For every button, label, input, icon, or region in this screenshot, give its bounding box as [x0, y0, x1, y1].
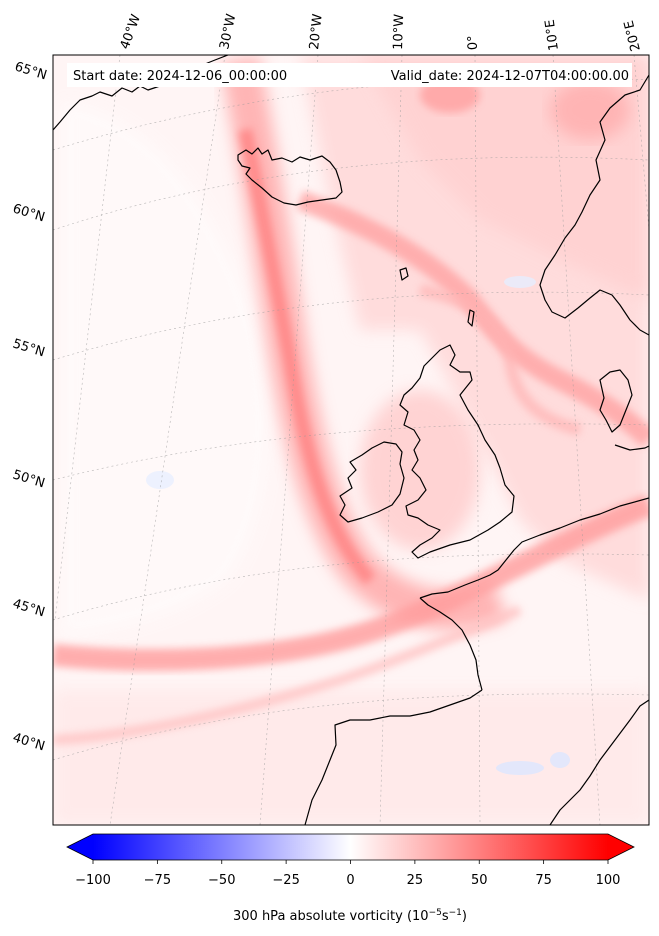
map-panel — [53, 55, 649, 825]
mediterranean-coast — [549, 699, 649, 825]
baltic-coast — [614, 444, 649, 451]
colorbar-extend-max — [608, 834, 634, 860]
colorbar-tick-label: −25 — [272, 873, 299, 888]
colorbar-tick-label: 100 — [596, 873, 621, 888]
latitude-labels: 65°N 60°N 55°N 50°N 45°N 40°N — [11, 59, 49, 754]
great-britain-coast — [399, 344, 515, 559]
colorbar-tick-label: −100 — [75, 873, 111, 888]
lon-label-10e: 10°E — [543, 18, 562, 51]
lon-label-40w: 40°W — [118, 12, 144, 51]
denmark-coast — [599, 369, 633, 433]
start-date-label: Start date: 2024-12-06_00:00:00 — [73, 69, 287, 84]
iberia-coast — [304, 689, 483, 825]
colorbar-extend-min — [67, 834, 93, 860]
lat-label-40n: 40°N — [11, 730, 47, 754]
norway-coast — [539, 74, 649, 336]
colorbar-tick-label: 0 — [346, 873, 354, 888]
graticule — [53, 55, 649, 825]
lon-label-10w: 10°W — [391, 14, 407, 51]
colorbar-tick-label: 50 — [471, 873, 488, 888]
lon-label-20e: 20°E — [622, 19, 644, 53]
france-iberia-coast — [419, 497, 649, 599]
colorbar-body — [93, 834, 608, 860]
lat-label-45n: 45°N — [11, 596, 47, 620]
lon-label-0: 0° — [465, 35, 481, 50]
lat-label-50n: 50°N — [11, 467, 47, 491]
ireland-coast — [339, 441, 405, 523]
shetland-coast — [467, 309, 475, 327]
colorbar: −100 −75 −50 −25 0 25 50 75 100 300 hPa absolute… — [66, 833, 635, 924]
biscay-coast — [419, 597, 483, 691]
vorticity-field — [53, 55, 649, 825]
lat-label-65n: 65°N — [13, 59, 49, 83]
colorbar-tick-label: 75 — [535, 873, 552, 888]
colorbar-tick-label: −75 — [144, 873, 171, 888]
header-box — [67, 63, 632, 87]
faroe-coast — [399, 267, 409, 281]
lat-label-55n: 55°N — [11, 336, 47, 360]
iceland-coast — [237, 147, 343, 206]
valid-date-label: Valid_date: 2024-12-07T04:00:00.00 — [391, 69, 629, 84]
colorbar-tick-label: −50 — [208, 873, 235, 888]
longitude-labels: 40°W 30°W 20°W 10°W 0° 10°E 20°E — [118, 12, 644, 52]
coastlines — [53, 55, 649, 825]
lat-label-60n: 60°N — [11, 201, 47, 225]
map-frame — [52, 54, 650, 826]
colorbar-label: 300 hPa absolute vorticity (10−5s−1) — [233, 908, 467, 924]
lon-label-30w: 30°W — [217, 12, 239, 50]
colorbar-ticks: −100 −75 −50 −25 0 25 50 75 100 — [75, 860, 620, 888]
colorbar-tick-label: 25 — [407, 873, 424, 888]
lon-label-20w: 20°W — [307, 13, 326, 50]
